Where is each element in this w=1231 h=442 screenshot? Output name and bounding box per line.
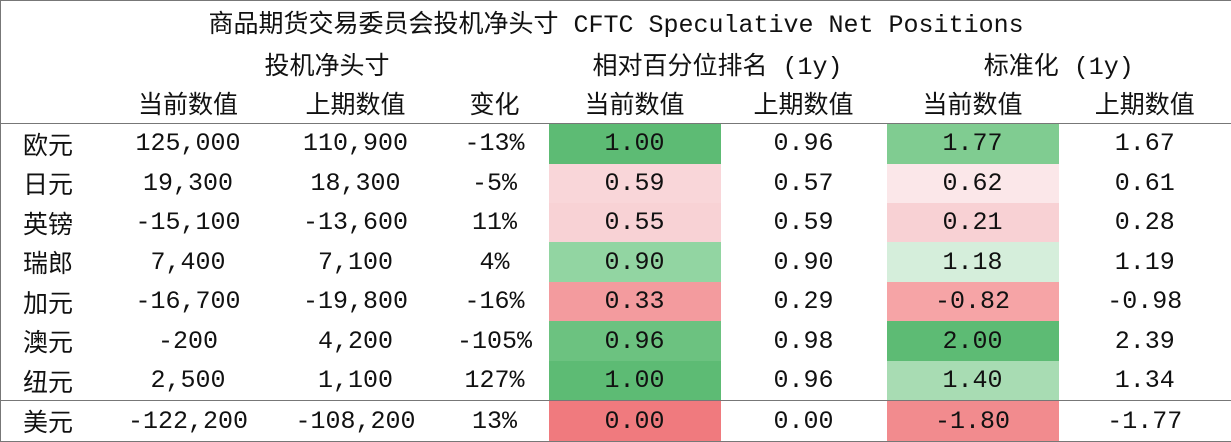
data-row: 欧元 125,000 110,900 -13% 1.00 0.96 1.77 1.67 [1,123,1231,164]
data-cell: 0.96 [773,129,834,159]
data-cell: -5% [471,168,517,198]
data-cell: 0.90 [773,247,834,277]
row-label: 纽元 [23,369,74,399]
column-header: 当前数值 [548,83,721,124]
data-cell: 0.98 [773,326,834,356]
data-cell: 125,000 [135,129,241,159]
data-cell: 0.90 [548,242,721,282]
data-cell: 4% [479,247,510,277]
column-header: 上期数值 [270,83,441,124]
group-header: 标准化 (1y) [983,52,1134,82]
data-cell: 0.96 [773,366,834,396]
data-cell: 0.28 [1114,208,1175,238]
data-cell: 1.34 [1114,366,1175,396]
data-cell: 0.00 [548,400,721,442]
column-header: 上期数值 [720,83,887,124]
data-cell: 0.57 [773,168,834,198]
data-cell: 0.55 [548,202,721,243]
column-header: 当前数值 [105,83,271,124]
column-header: 变化 [440,83,549,124]
table-title: 商品期货交易委员会投机净头寸 CFTC Speculative Net Posi… [208,11,1024,41]
row-label: 加元 [23,290,74,320]
data-cell: 2.00 [886,321,1059,361]
data-cell: 18,300 [310,168,401,198]
empty-cell [1,44,106,84]
data-cell: 0.59 [548,163,721,203]
data-cell: -19,800 [302,287,409,317]
data-cell: 1.40 [886,360,1059,401]
data-row: 加元 -16,700 -19,800 -16% 0.33 0.29 -0.82 -0.98 [1,281,1231,322]
data-row: 英镑 -15,100 -13,600 11% 0.55 0.59 0.21 0.28 [1,202,1231,243]
data-cell: 0.21 [886,202,1059,243]
data-cell: 110,900 [302,129,409,159]
data-cell: 0.29 [773,287,834,317]
column-header-row: 当前数值 上期数值 变化 当前数值 上期数值 当前数值 上期数值 [0,83,1231,124]
group-header: 相对百分位排名 (1y) [592,52,843,82]
data-cell: -1.77 [1058,400,1231,442]
column-header: 上期数值 [1058,83,1231,124]
data-row: 纽元 2,500 1,100 127% 1.00 0.96 1.40 1.34 [1,360,1231,401]
data-cell: -105% [456,326,532,356]
empty-cell [0,83,106,124]
data-cell: -108,200 [270,400,441,442]
data-cell: -16,700 [135,287,241,317]
data-row: 澳元 -200 4,200 -105% 0.96 0.98 2.00 2.39 [1,321,1231,361]
data-row: 瑞郎 7,400 7,100 4% 0.90 0.90 1.18 1.19 [1,242,1231,282]
data-cell: -13% [464,129,525,159]
title-row: 商品期货交易委员会投机净头寸 CFTC Speculative Net Posi… [1,1,1231,44]
row-label: 英镑 [23,211,74,241]
data-cell: 11% [471,208,517,238]
data-cell: 0.96 [548,321,721,361]
data-cell: 127% [464,366,525,396]
data-cell: 0.62 [886,163,1059,203]
group-header-row: 投机净头寸 相对百分位排名 (1y) 标准化 (1y) [1,44,1231,84]
row-label: 瑞郎 [23,251,74,281]
data-cell: -15,100 [135,208,241,238]
data-cell: 0.61 [1114,168,1175,198]
row-label: 美元 [0,400,106,442]
data-cell: -1.80 [886,400,1059,442]
data-cell: 0.33 [548,281,721,322]
data-cell: 1.19 [1114,247,1175,277]
data-cell: 19,300 [142,168,233,198]
data-row: 美元 -122,200 -108,200 13% 0.00 0.00 -1.80 -1.77 [0,400,1231,442]
group-header: 投机净头寸 [264,52,390,82]
column-header: 当前数值 [886,83,1059,124]
data-cell: 7,400 [150,247,226,277]
row-label: 澳元 [23,330,74,360]
data-cell: 0.59 [773,208,834,238]
data-cell: -16% [464,287,525,317]
data-cell: 0.00 [720,400,887,442]
data-cell: -122,200 [105,400,271,442]
data-cell: 1.77 [886,123,1059,164]
data-cell: 7,100 [317,247,393,277]
data-cell: 2.39 [1114,326,1175,356]
data-cell: 2,500 [150,366,226,396]
data-cell: 1,100 [317,366,393,396]
row-label: 欧元 [23,132,74,162]
data-cell: 13% [440,400,549,442]
data-row: 日元 19,300 18,300 -5% 0.59 0.57 0.62 0.61 [1,163,1231,203]
data-cell: 1.00 [548,123,721,164]
data-cell: 4,200 [317,326,393,356]
data-cell: -13,600 [302,208,409,238]
data-cell: -200 [157,326,218,356]
data-cell: -0.82 [886,281,1059,322]
data-cell: 1.18 [886,242,1059,282]
data-cell: 1.67 [1114,129,1175,159]
data-cell: 1.00 [548,360,721,401]
data-cell: -0.98 [1107,287,1183,317]
row-label: 日元 [23,172,74,202]
